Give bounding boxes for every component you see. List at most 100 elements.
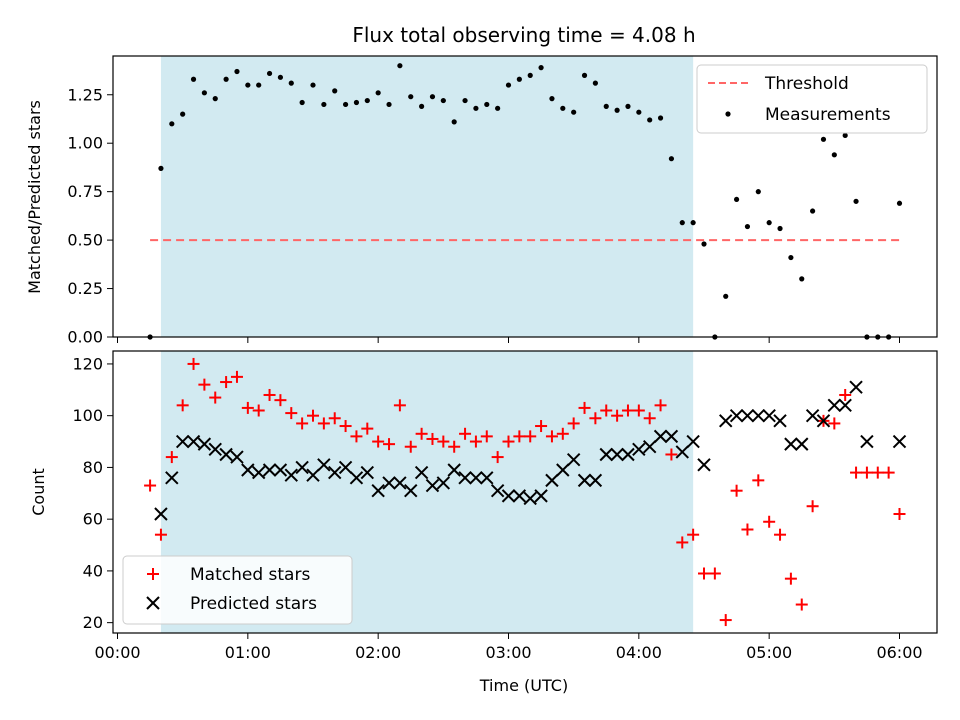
measurement-point: [733, 196, 740, 203]
predicted-star-marker: [751, 408, 766, 423]
matched-star-marker: [589, 412, 602, 425]
matched-star-marker: [535, 420, 548, 433]
predicted-star-marker: [404, 483, 418, 498]
predicted-star-marker: [425, 478, 440, 493]
measurement-point: [538, 65, 544, 71]
matched-star-marker: [241, 401, 254, 414]
y-tick-label: 1.25: [67, 85, 103, 104]
measurement-point: [408, 94, 414, 100]
matched-star-marker: [882, 466, 895, 479]
legend-matched-label: Matched stars: [190, 565, 310, 585]
matched-star-marker: [296, 417, 309, 430]
predicted-star-marker: [414, 465, 429, 480]
legend-predicted-swatch: [146, 596, 160, 610]
bottom-panel-counts: Count Time (UTC) 20 40 60 80 100 120 00:00 01:…: [29, 350, 938, 695]
top-y-ticks: 0.00 0.25 0.50 0.75 1.00 1.25: [67, 85, 113, 347]
legend-measurements-label: Measurements: [765, 105, 891, 125]
measurement-point: [549, 96, 555, 102]
measurement-point: [419, 103, 425, 109]
predicted-star-marker: [534, 489, 548, 503]
predicted-star-marker: [805, 408, 820, 423]
matched-star-marker: [274, 394, 287, 407]
matched-star-marker: [307, 409, 319, 422]
predicted-star-marker: [697, 458, 711, 472]
predicted-star-marker: [653, 429, 668, 444]
x-tick-label: 03:00: [485, 643, 531, 662]
measurement-point: [473, 105, 479, 111]
measurement-point: [245, 82, 251, 88]
predicted-star-marker: [165, 471, 179, 485]
matched-star-marker: [426, 432, 439, 445]
matched-star-marker: [263, 388, 276, 401]
predicted-star-marker: [729, 408, 744, 423]
measurement-point: [788, 254, 794, 261]
predicted-star-marker: [230, 450, 244, 464]
matched-star-marker: [871, 466, 884, 479]
predicted-star-marker: [197, 437, 212, 451]
measurement-point: [603, 103, 609, 109]
predicted-star-marker: [566, 452, 581, 467]
x-axis-label-time: Time (UTC): [479, 676, 568, 695]
top-x-ticks: [117, 337, 900, 343]
predicted-star-marker: [338, 460, 353, 475]
measurement-point: [386, 101, 392, 108]
matched-star-marker: [285, 407, 298, 420]
legend-box: [122, 555, 353, 625]
predicted-star-marker: [686, 434, 700, 449]
matched-star-marker: [611, 409, 624, 422]
measurement-point: [451, 119, 457, 125]
matched-star-marker: [567, 417, 580, 430]
measurement-point: [462, 97, 468, 104]
predicted-star-marker: [545, 473, 559, 488]
matched-star-marker: [437, 435, 450, 448]
matched-star-marker: [621, 404, 634, 417]
measurement-point: [723, 293, 729, 299]
matched-star-marker: [415, 427, 428, 440]
matched-star-marker: [806, 500, 819, 513]
measurement-point: [690, 220, 696, 226]
predicted-star-marker: [393, 476, 407, 490]
matched-star-marker: [578, 401, 591, 414]
matched-star-marker: [654, 399, 667, 412]
predicted-star-marker: [317, 458, 331, 472]
measurement-point: [755, 189, 761, 195]
matched-star-marker: [719, 614, 732, 627]
matched-star-marker: [198, 378, 211, 391]
matched-star-marker: [154, 528, 167, 541]
measurement-point: [614, 107, 620, 113]
predicted-star-marker: [186, 434, 201, 449]
matched-star-marker: [328, 412, 341, 425]
measurement-point: [657, 115, 664, 121]
measurement-point: [668, 156, 675, 162]
chart-title: Flux total observing time = 4.08 h: [352, 23, 695, 47]
measurement-point: [342, 101, 349, 108]
matched-star-marker: [469, 435, 482, 448]
predicted-star-marker: [436, 476, 451, 490]
matched-star-marker: [784, 572, 797, 585]
matched-star-marker: [708, 567, 721, 580]
measurement-point: [201, 90, 207, 96]
measurement-point: [299, 99, 305, 106]
matched-star-marker: [676, 536, 689, 549]
matched-star-marker: [513, 430, 526, 443]
measurement-point: [353, 99, 360, 106]
measurement-point: [277, 74, 284, 80]
matched-star-marker: [502, 435, 515, 448]
matched-star-marker: [393, 399, 406, 412]
measurement-point: [169, 121, 175, 127]
matched-star-marker: [741, 523, 754, 536]
measurement-point: [581, 72, 588, 78]
matched-star-marker: [752, 474, 765, 487]
y-axis-label-count: Count: [29, 468, 48, 516]
matched-star-marker: [545, 430, 558, 443]
predicted-star-marker: [501, 489, 516, 503]
predicted-star-marker: [447, 463, 461, 477]
predicted-star-marker: [784, 437, 798, 451]
predicted-star-marker: [773, 414, 787, 428]
bottom-y-ticks: 20 40 60 80 100 120: [72, 354, 113, 632]
matched-star-marker: [893, 507, 906, 520]
predicted-star-marker: [610, 447, 624, 462]
matched-star-marker: [176, 399, 189, 412]
matched-star-marker: [860, 466, 873, 479]
predicted-star-marker: [273, 463, 288, 477]
